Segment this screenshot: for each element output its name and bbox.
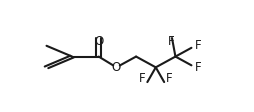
Text: F: F	[195, 39, 202, 52]
Text: F: F	[168, 35, 175, 48]
Text: F: F	[195, 61, 202, 74]
Text: O: O	[94, 35, 103, 48]
Text: F: F	[166, 72, 172, 85]
Text: O: O	[112, 61, 121, 74]
Text: F: F	[139, 72, 146, 85]
